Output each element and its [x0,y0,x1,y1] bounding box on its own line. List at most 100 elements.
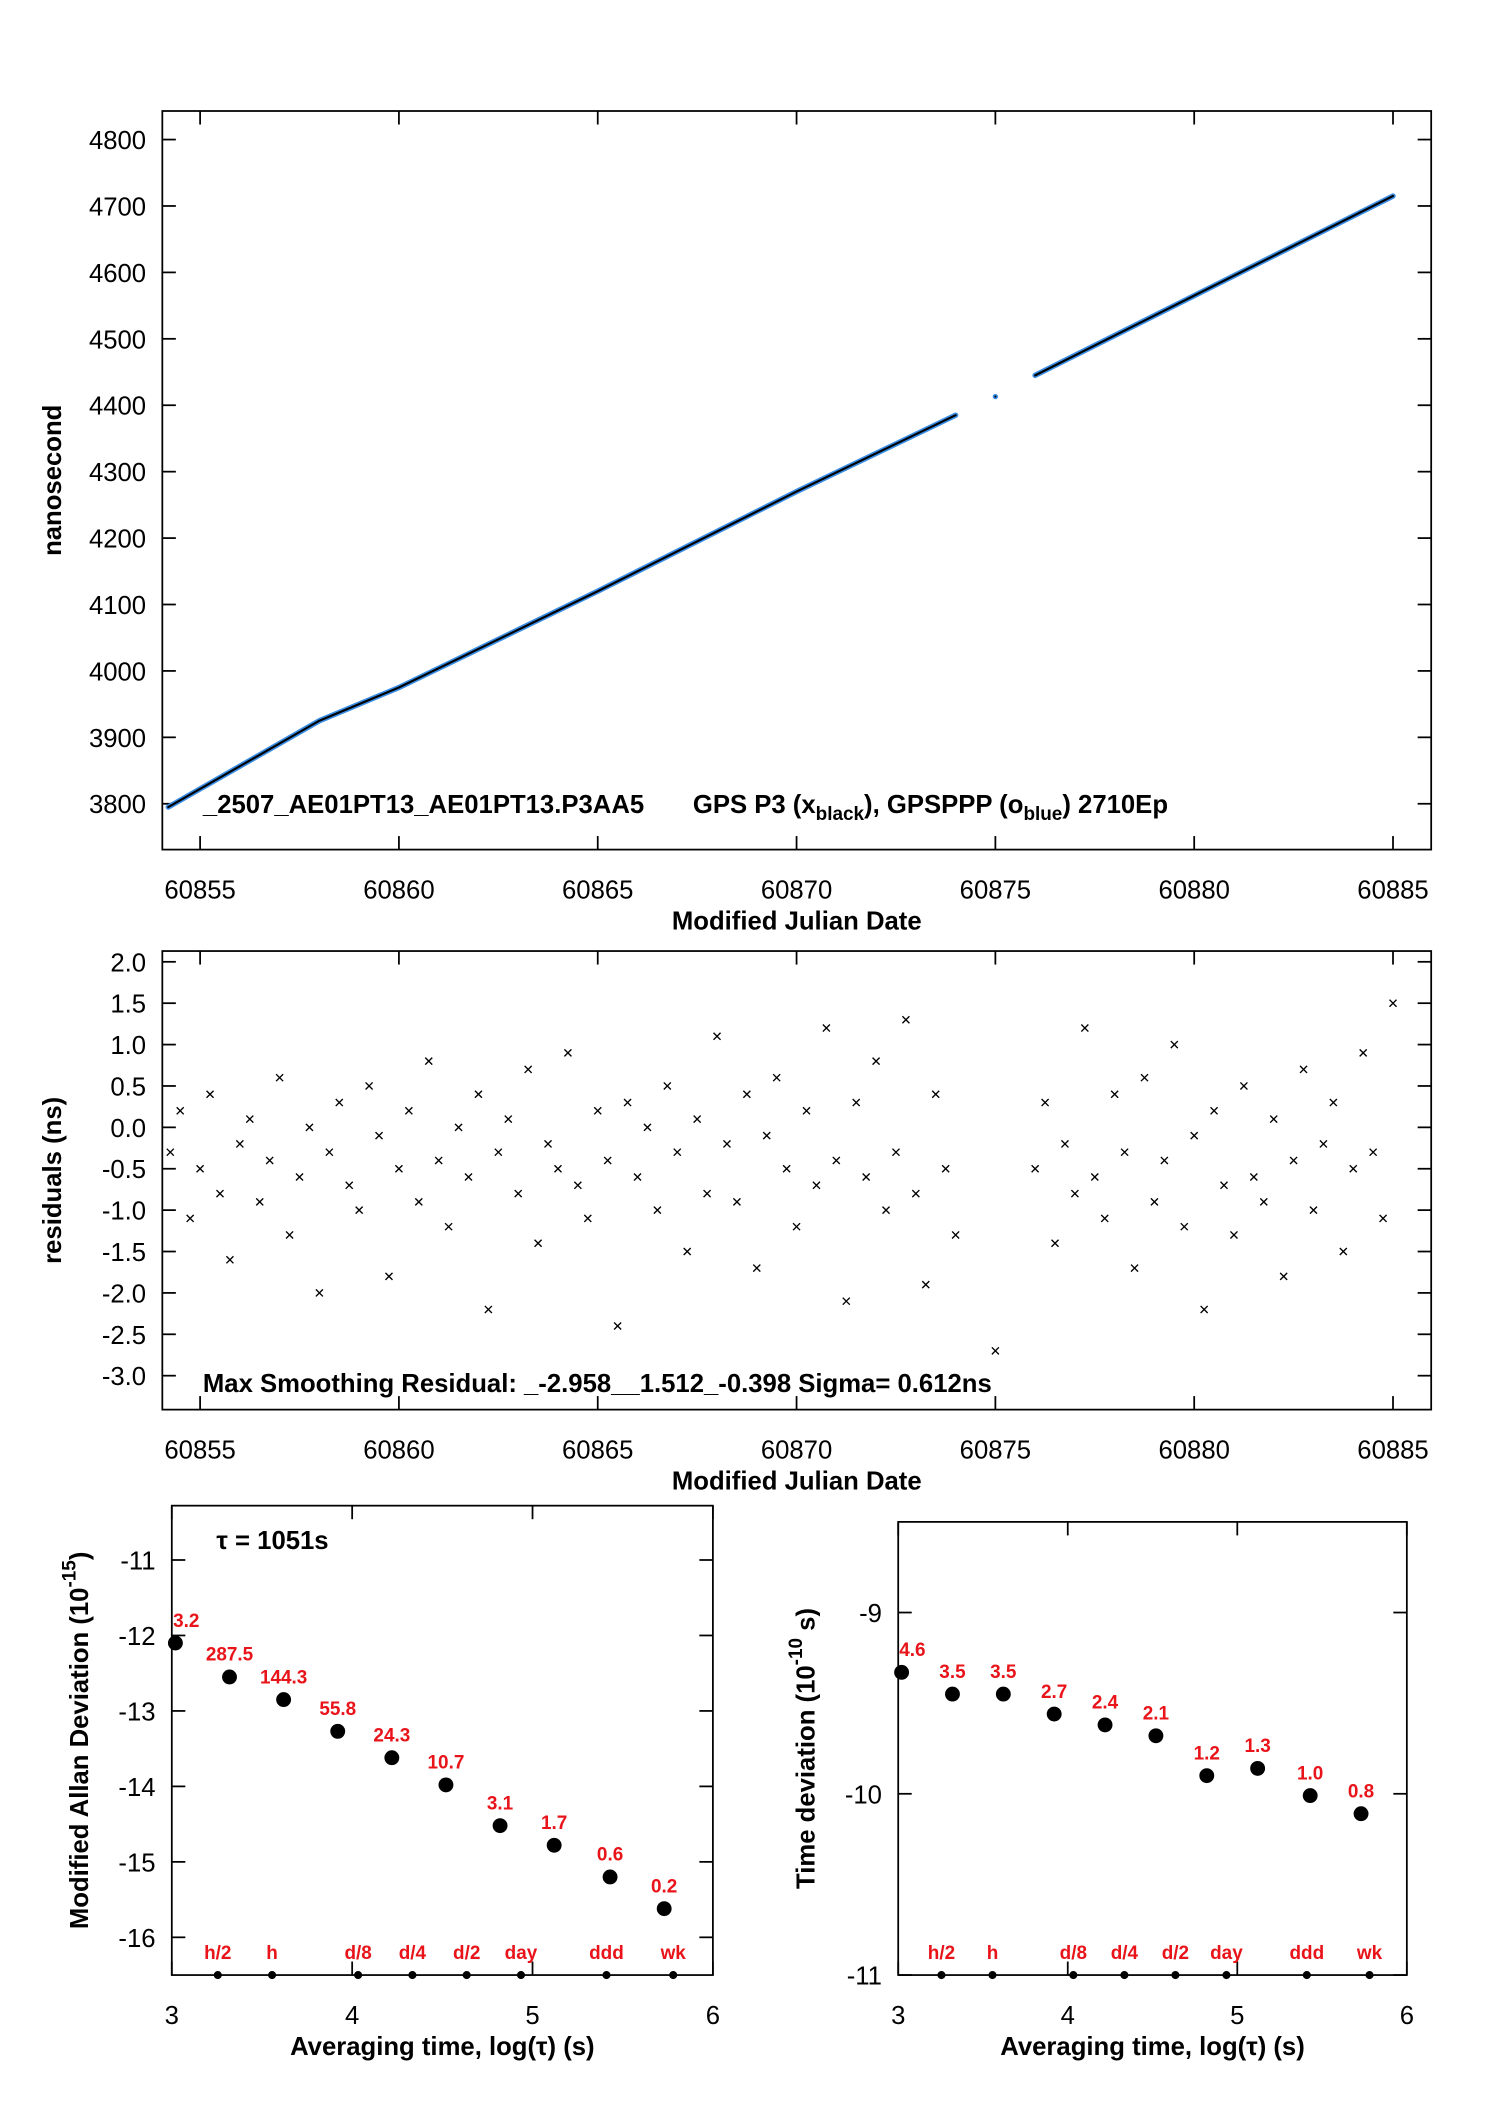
annotation-part: ) 2710Ep [1062,791,1168,819]
time-marker [462,1971,471,1980]
time-marker-label: wk [660,1943,687,1964]
data-point [792,1222,801,1231]
x-tick-label: 60880 [1158,1436,1229,1464]
data-point [444,1222,453,1231]
x-tick-label: 60855 [164,1436,235,1464]
y-tick-label: 4100 [89,592,146,620]
y-tick-label: 4200 [89,526,146,554]
data-point [602,1869,618,1885]
data-point [911,1189,920,1198]
data-point [991,1346,1000,1355]
data-point [752,1264,761,1273]
point-label: 3.5 [939,1662,965,1683]
time-marker-label: day [505,1943,538,1964]
data-point [633,1173,642,1182]
y-axis-label-part: Modified Allan Deviation (10 [66,1588,94,1930]
point-label: 1.0 [1297,1763,1323,1784]
point-label: 0.6 [597,1845,623,1866]
data-point [862,1173,871,1182]
data-point [315,1288,324,1297]
data-point [1060,1139,1069,1148]
data-point [1210,1106,1219,1115]
data-point [265,1156,274,1165]
data-point [945,1686,960,1702]
data-point [722,1139,731,1148]
data-point [882,1206,891,1215]
data-point [166,1148,175,1157]
data-point [1369,1148,1378,1157]
data-point [167,1635,183,1651]
data-point [330,1723,346,1739]
data-point [613,1322,622,1331]
time-marker-label: h [266,1943,278,1964]
y-tick-label: -2.5 [102,1322,146,1350]
data-point [222,1669,237,1685]
data-point [1250,1760,1266,1776]
y-tick-label: 4300 [89,459,146,487]
x-tick-label: 60885 [1357,1436,1428,1464]
x-tick-label: 60865 [562,1436,633,1464]
x-tick-label: 5 [1230,2002,1244,2030]
data-point [235,1139,244,1148]
data-point [494,1148,503,1157]
data-point [384,1272,393,1281]
time-marker [354,1971,363,1980]
data-point [1130,1264,1139,1273]
data-point [1051,1239,1060,1248]
time-marker [516,1971,526,1980]
y-tick-label: 4400 [89,393,146,421]
y-axis-label: Modified Allan Deviation (10-15) [60,1552,94,1930]
data-point [424,1057,433,1066]
data-point [1259,1197,1268,1206]
y-tick-label: -14 [118,1774,155,1802]
time-marker [408,1971,417,1980]
y-tick-label: -3.0 [102,1363,146,1391]
y-tick-label: 4800 [89,127,146,155]
data-point [673,1148,682,1157]
data-point [573,1181,582,1190]
data-point [842,1297,851,1306]
x-tick-label: 60875 [960,876,1031,904]
data-point [514,1189,523,1198]
x-tick-label: 60865 [562,876,633,904]
data-point [544,1139,553,1148]
data-point [1041,1098,1050,1107]
data-point [1150,1197,1159,1206]
y-tick-label: 1.5 [110,991,146,1019]
time-marker [1222,1971,1231,1980]
x-tick-label: 4 [1061,2002,1075,2030]
point-label: 0.2 [651,1876,677,1897]
data-point [1140,1073,1149,1082]
time-marker-label: d/8 [1060,1943,1087,1964]
data-point [1090,1173,1099,1182]
annotation-part: black [816,804,865,825]
data-point [1329,1098,1338,1107]
data-point [1097,1717,1113,1733]
data-point [1353,1806,1369,1822]
time-marker-label: d/4 [399,1943,427,1964]
annotation: _2507_AE01PT13_AE01PT13.P3AA5 GPS P3 (xbl… [202,791,1168,825]
time-marker [213,1971,222,1980]
data-point [643,1123,652,1132]
data-point [1180,1222,1189,1231]
data-point [335,1098,344,1107]
time-marker-label: d/2 [1162,1943,1189,1964]
x-tick-label: 60870 [761,876,832,904]
data-point [305,1123,314,1132]
data-point [365,1081,374,1090]
plot-frame [161,950,1433,1411]
y-tick-label: -16 [118,1925,155,1953]
y-tick-label: 4600 [89,260,146,288]
y-axis-label-part: -10 [786,1638,807,1665]
data-point [1031,1164,1040,1173]
y-tick-label: -12 [118,1623,155,1651]
time-marker [1171,1971,1180,1980]
data-point [1349,1164,1358,1173]
y-axis-label-part: -15 [60,1560,81,1587]
x-axis-label: Modified Julian Date [672,1467,922,1495]
point-label: 1.2 [1194,1743,1220,1764]
data-point [1339,1247,1348,1256]
x-tick-label: 3 [891,2002,905,2030]
time-marker-label: ddd [589,1943,624,1964]
